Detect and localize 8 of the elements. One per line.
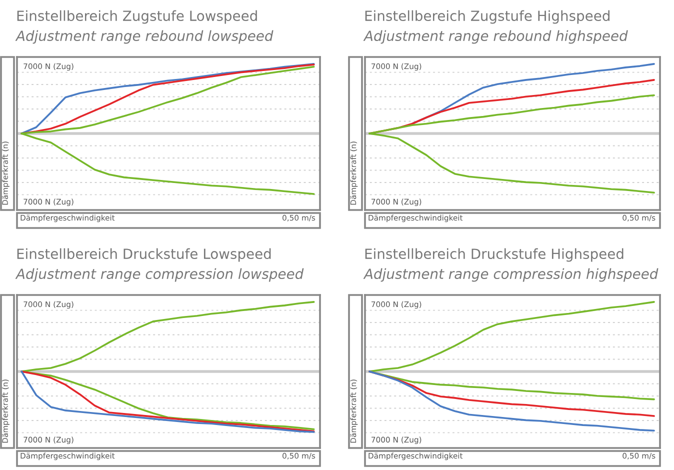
chart-title: Einstellbereich Zugstufe Highspeed [365, 10, 610, 24]
chart-title: Einstellbereich Druckstufe Lowspeed [17, 248, 271, 262]
chart-subtitle: Adjustment range rebound lowspeed [15, 30, 274, 44]
chart-subtitle: Adjustment range compression lowspeed [15, 268, 304, 282]
chart-title: Einstellbereich Zugstufe Lowspeed [17, 10, 257, 24]
chart-subtitle: Adjustment range compression highspeed [363, 268, 658, 282]
chart-title: Einstellbereich Druckstufe Highspeed [365, 248, 624, 262]
chart-subtitle: Adjustment range rebound highspeed [363, 30, 628, 44]
